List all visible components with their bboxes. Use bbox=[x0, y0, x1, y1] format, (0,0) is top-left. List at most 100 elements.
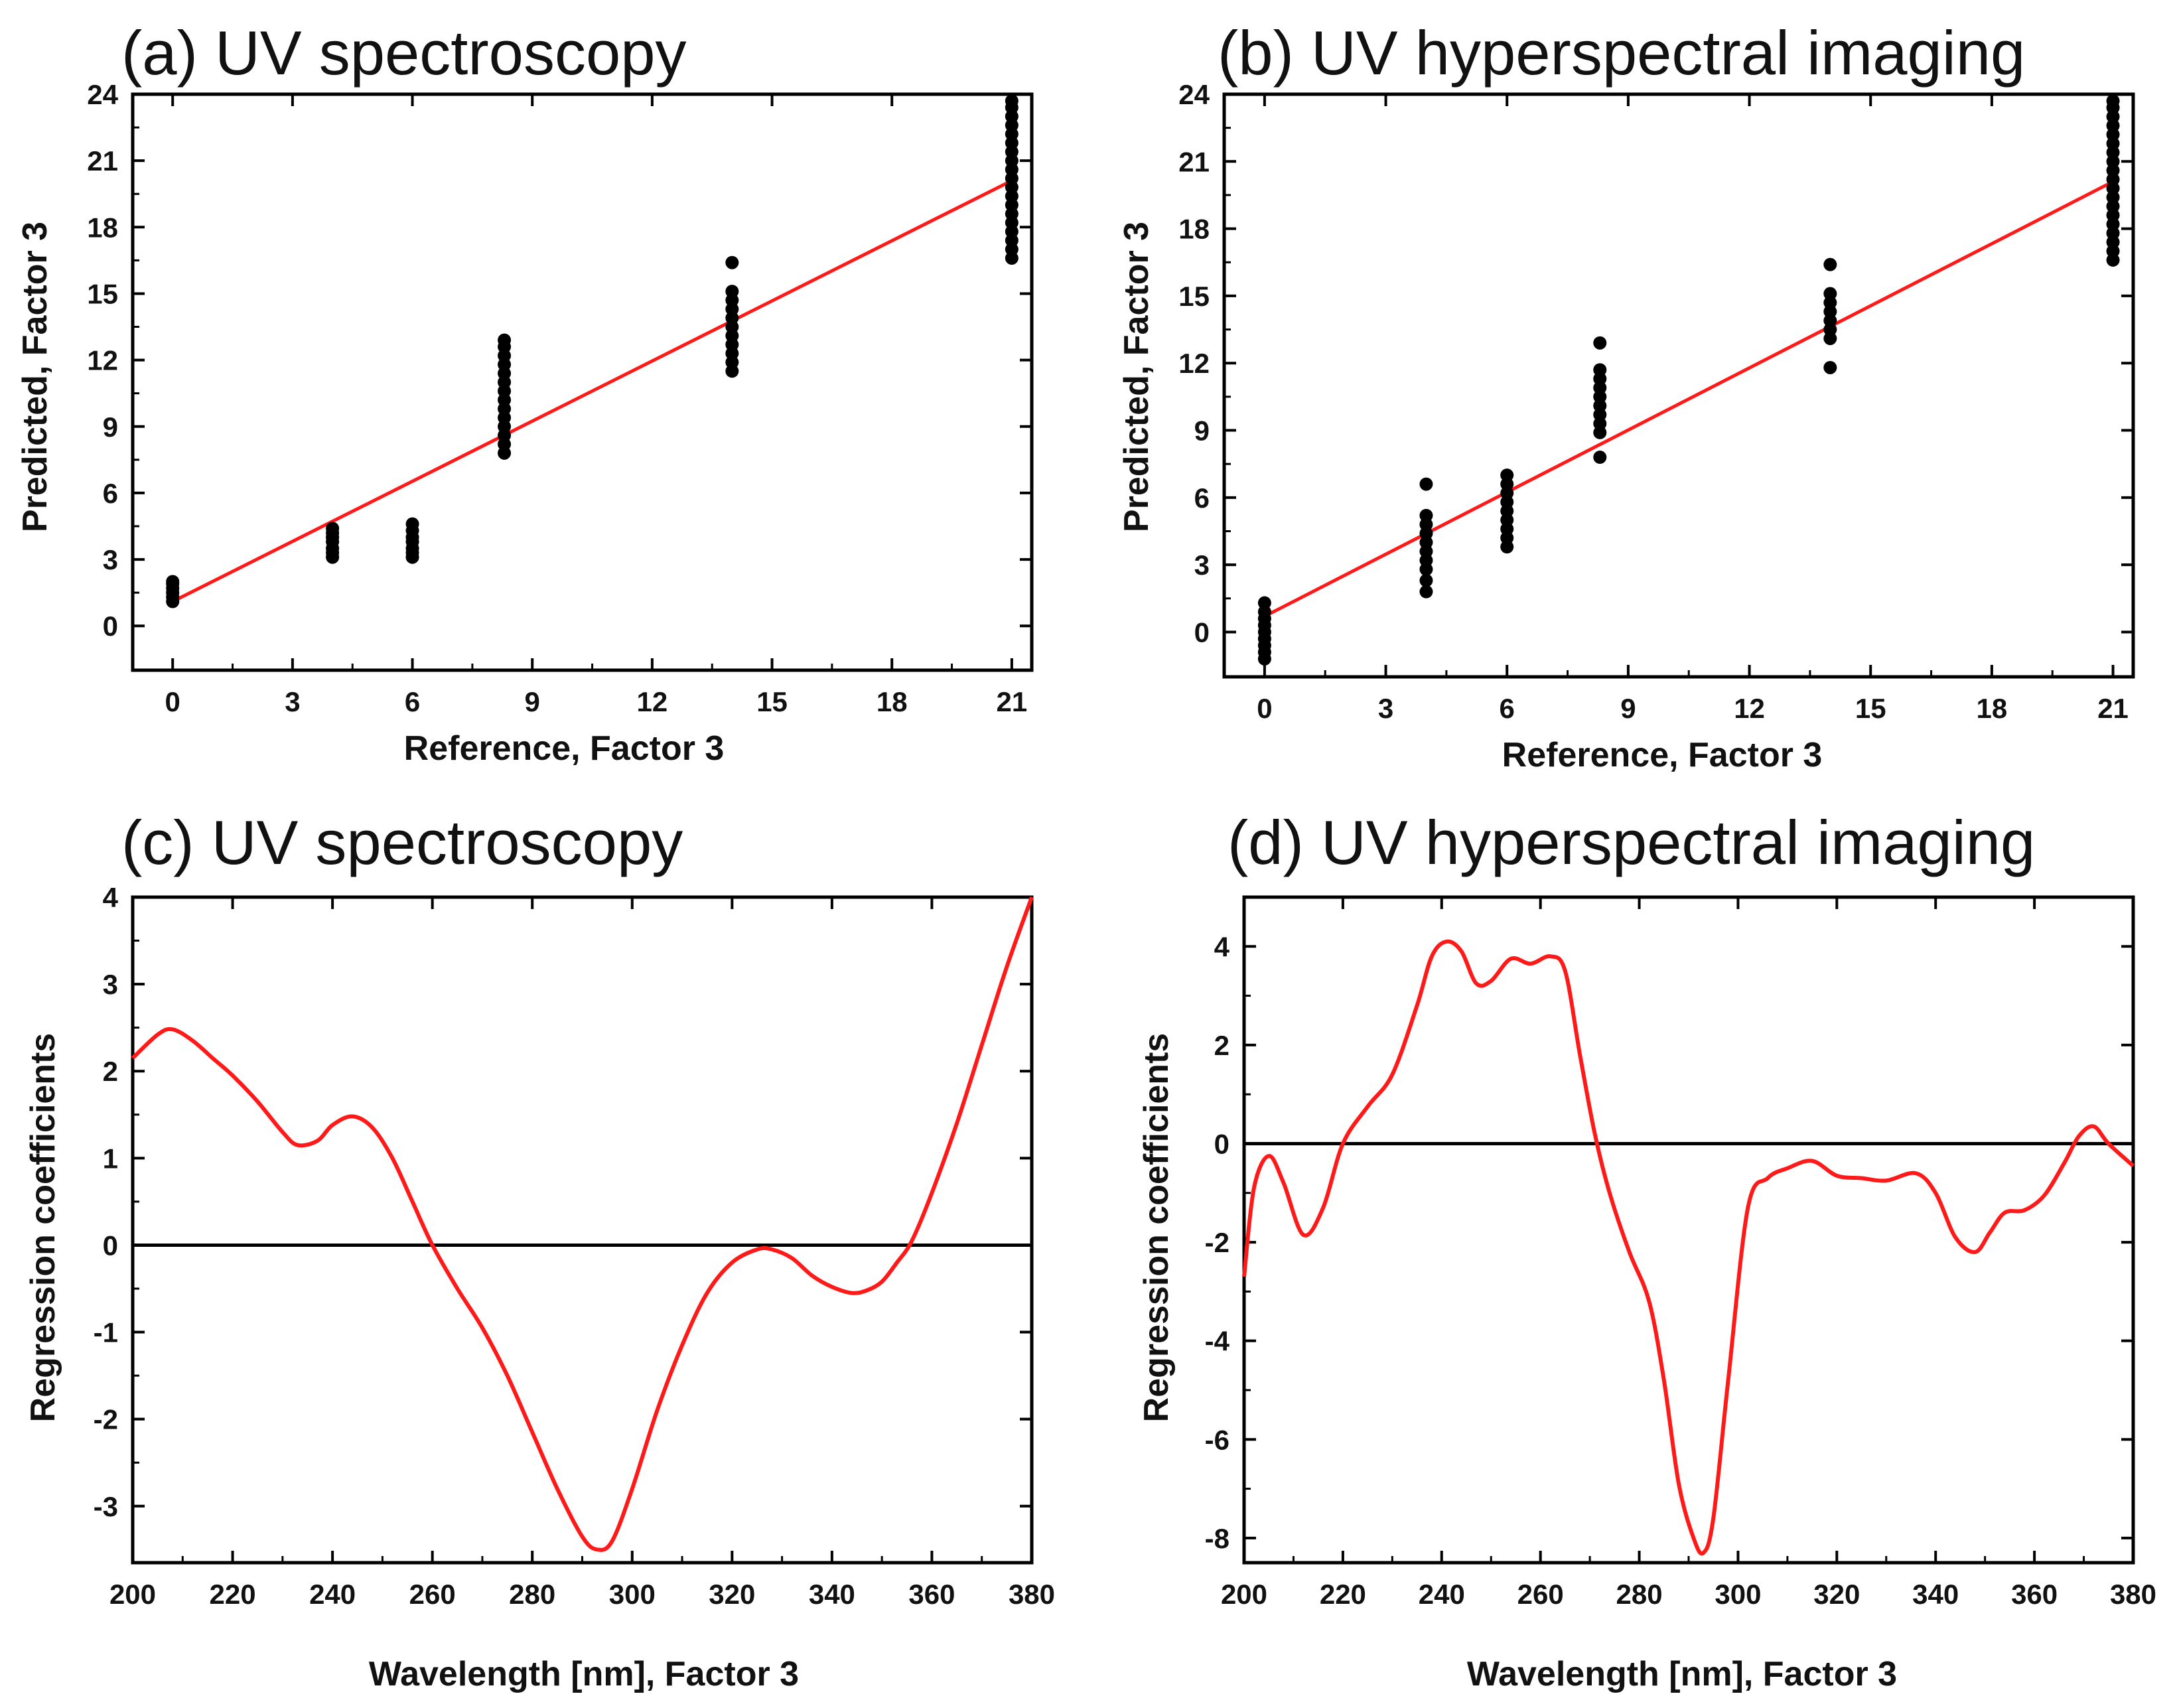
x-tick-label: 300 bbox=[1715, 1579, 1761, 1610]
x-tick-label: 3 bbox=[1378, 693, 1393, 724]
y-tick-label: 0 bbox=[103, 610, 118, 642]
panel-d-title: (d) UV hyperspectral imaging bbox=[1228, 808, 2035, 877]
y-tick-label: 4 bbox=[103, 882, 119, 913]
data-point bbox=[1419, 508, 1433, 522]
panel-b-plot-frame bbox=[1222, 92, 2135, 679]
x-tick-label: 340 bbox=[1912, 1579, 1959, 1610]
x-tick-label: 220 bbox=[210, 1579, 256, 1610]
y-tick-label: -6 bbox=[1205, 1424, 1229, 1455]
y-tick-label: 21 bbox=[87, 145, 118, 177]
y-tick-label: 2 bbox=[1214, 1030, 1229, 1061]
data-point bbox=[1500, 468, 1514, 482]
x-tick-label: 280 bbox=[509, 1579, 555, 1610]
data-point bbox=[1419, 477, 1433, 491]
panel-d-x-axis-label: Wavelength [nm], Factor 3 bbox=[1467, 1655, 1897, 1693]
y-tick-label: 3 bbox=[103, 544, 118, 575]
panel-c-plot-frame bbox=[131, 895, 1034, 1565]
panel-a-title: (a) UV spectroscopy bbox=[121, 18, 687, 88]
x-tick-label: 240 bbox=[1419, 1579, 1465, 1610]
data-point bbox=[1593, 451, 1607, 464]
x-tick-label: 320 bbox=[709, 1579, 755, 1610]
x-tick-label: 9 bbox=[1620, 693, 1636, 724]
x-tick-label: 260 bbox=[1517, 1579, 1564, 1610]
data-point bbox=[1257, 596, 1271, 610]
y-tick-label: 21 bbox=[1178, 146, 1210, 177]
y-tick-label: 24 bbox=[87, 79, 118, 110]
x-tick-label: 300 bbox=[609, 1579, 656, 1610]
y-tick-label: 0 bbox=[103, 1230, 118, 1261]
y-tick-label: 12 bbox=[1178, 348, 1210, 379]
y-tick-label: -4 bbox=[1205, 1326, 1230, 1357]
panel-b-x-axis-label: Reference, Factor 3 bbox=[1502, 736, 1823, 774]
panel-a-y-axis-label: Predicted, Factor 3 bbox=[16, 222, 54, 532]
y-tick-label: 12 bbox=[87, 345, 118, 376]
y-tick-label: -3 bbox=[94, 1491, 118, 1522]
panel-c-title: (c) UV spectroscopy bbox=[121, 808, 683, 877]
panel-c-x-axis-label: Wavelength [nm], Factor 3 bbox=[369, 1655, 799, 1693]
x-tick-label: 15 bbox=[1855, 693, 1886, 724]
panel-a-x-axis-label: Reference, Factor 3 bbox=[404, 729, 725, 768]
data-point bbox=[1593, 363, 1607, 377]
x-tick-label: 6 bbox=[405, 686, 420, 717]
x-tick-label: 320 bbox=[1813, 1579, 1860, 1610]
panel-c-y-axis-label: Regression coefficients bbox=[24, 1033, 62, 1423]
y-tick-label: 9 bbox=[103, 411, 118, 443]
y-tick-label: 0 bbox=[1194, 616, 1210, 648]
y-tick-label: -8 bbox=[1205, 1523, 1229, 1554]
data-point bbox=[1419, 573, 1433, 587]
panel-d-plot-frame bbox=[1242, 895, 2135, 1565]
y-tick-label: 15 bbox=[1178, 281, 1210, 312]
x-tick-label: 0 bbox=[165, 686, 180, 717]
y-tick-label: 3 bbox=[103, 969, 118, 1000]
data-point bbox=[1823, 360, 1837, 374]
x-tick-label: 280 bbox=[1616, 1579, 1663, 1610]
x-tick-label: 21 bbox=[997, 686, 1028, 717]
x-tick-label: 3 bbox=[285, 686, 300, 717]
y-tick-label: 18 bbox=[1178, 214, 1210, 245]
x-tick-label: 200 bbox=[109, 1579, 156, 1610]
data-point bbox=[498, 333, 512, 347]
data-point bbox=[1419, 585, 1433, 599]
data-point bbox=[326, 522, 340, 535]
y-tick-label: -1 bbox=[94, 1317, 118, 1348]
x-tick-label: 380 bbox=[2110, 1579, 2156, 1610]
x-tick-label: 200 bbox=[1221, 1579, 1267, 1610]
panel-b-fit-line bbox=[1263, 180, 2114, 618]
x-tick-label: 6 bbox=[1500, 693, 1515, 724]
x-tick-label: 340 bbox=[809, 1579, 855, 1610]
x-tick-label: 15 bbox=[756, 686, 788, 717]
data-point bbox=[725, 255, 739, 269]
y-tick-label: 18 bbox=[87, 212, 118, 243]
x-tick-label: 18 bbox=[877, 686, 908, 717]
x-tick-label: 240 bbox=[309, 1579, 356, 1610]
y-tick-label: 4 bbox=[1214, 931, 1230, 962]
x-tick-label: 260 bbox=[409, 1579, 456, 1610]
panel-b-y-axis-label: Predicted, Factor 3 bbox=[1117, 222, 1156, 532]
panel-d-uv-hyperspectral-coefficients: (d) UV hyperspectral imaging Regression … bbox=[1137, 808, 2156, 1693]
data-point bbox=[405, 517, 419, 531]
x-tick-label: 360 bbox=[908, 1579, 955, 1610]
y-tick-label: 6 bbox=[1194, 482, 1210, 514]
panel-c-coefficient-curve bbox=[131, 896, 1034, 1552]
y-tick-label: -2 bbox=[94, 1404, 118, 1435]
panel-a-uv-spectroscopy-scatter: (a) UV spectroscopy Predicted, Factor 3 … bbox=[16, 18, 1034, 768]
x-tick-label: 18 bbox=[1977, 693, 2008, 724]
x-tick-label: 0 bbox=[1257, 693, 1272, 724]
data-point bbox=[1823, 287, 1837, 301]
y-tick-label: 3 bbox=[1194, 549, 1210, 581]
panel-b-uv-hyperspectral-scatter: (b) UV hyperspectral imaging Predicted, … bbox=[1117, 18, 2135, 774]
x-tick-label: 12 bbox=[1734, 693, 1765, 724]
panel-d-coefficient-curve bbox=[1242, 939, 2135, 1556]
data-point bbox=[1005, 94, 1018, 108]
x-tick-label: 380 bbox=[1009, 1579, 1055, 1610]
y-tick-label: -2 bbox=[1205, 1227, 1229, 1258]
data-point bbox=[2106, 94, 2120, 108]
x-tick-label: 12 bbox=[637, 686, 668, 717]
y-tick-label: 1 bbox=[103, 1143, 118, 1174]
data-point bbox=[725, 285, 739, 299]
y-tick-label: 6 bbox=[103, 478, 118, 509]
y-tick-label: 24 bbox=[1178, 79, 1210, 110]
y-tick-label: 15 bbox=[87, 278, 118, 309]
panel-a-plot-frame bbox=[131, 92, 1034, 672]
